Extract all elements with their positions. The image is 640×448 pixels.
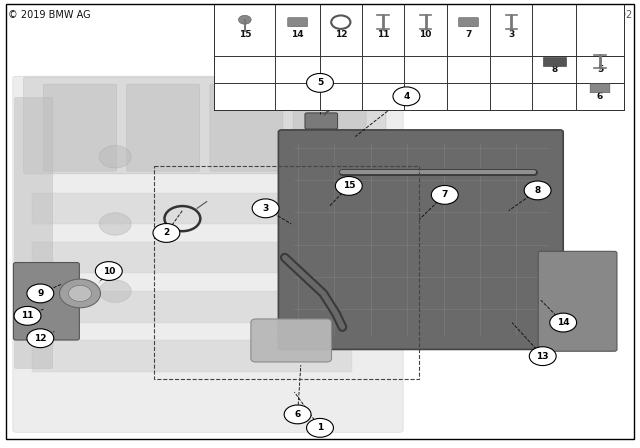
Text: 15: 15	[342, 181, 355, 190]
Circle shape	[27, 284, 54, 303]
Text: 7: 7	[465, 30, 472, 39]
FancyBboxPatch shape	[44, 84, 116, 171]
Text: 14: 14	[557, 318, 570, 327]
Text: 6: 6	[294, 410, 301, 419]
Text: 5: 5	[597, 65, 603, 74]
Text: 3: 3	[508, 30, 515, 39]
Text: 8: 8	[551, 65, 557, 74]
Circle shape	[335, 177, 362, 195]
Circle shape	[14, 306, 41, 325]
Text: 7: 7	[442, 190, 448, 199]
Text: 3: 3	[262, 204, 269, 213]
Circle shape	[60, 279, 100, 308]
FancyBboxPatch shape	[210, 84, 283, 171]
Circle shape	[252, 199, 279, 218]
Text: 6: 6	[597, 92, 603, 101]
Text: 9: 9	[37, 289, 44, 298]
FancyBboxPatch shape	[293, 84, 366, 171]
FancyBboxPatch shape	[24, 77, 386, 174]
Circle shape	[153, 224, 180, 242]
FancyBboxPatch shape	[538, 251, 617, 351]
Text: © 2019 BMW AG: © 2019 BMW AG	[8, 10, 90, 20]
Text: 455592: 455592	[595, 10, 632, 20]
Text: 10: 10	[419, 30, 432, 39]
Text: 1: 1	[317, 423, 323, 432]
FancyBboxPatch shape	[278, 130, 563, 349]
Text: 12: 12	[335, 30, 347, 39]
Bar	[543, 56, 566, 66]
Text: 13: 13	[536, 352, 549, 361]
Circle shape	[550, 313, 577, 332]
FancyBboxPatch shape	[288, 17, 307, 26]
Text: 11: 11	[21, 311, 34, 320]
FancyBboxPatch shape	[15, 98, 52, 368]
Text: 5: 5	[317, 78, 323, 87]
Bar	[32, 291, 352, 323]
FancyBboxPatch shape	[590, 84, 610, 93]
Circle shape	[68, 285, 92, 302]
Bar	[32, 193, 352, 224]
Text: 14: 14	[291, 30, 304, 39]
Text: 2: 2	[163, 228, 170, 237]
FancyBboxPatch shape	[305, 113, 338, 129]
Text: 8: 8	[534, 186, 541, 195]
Circle shape	[99, 213, 131, 235]
FancyBboxPatch shape	[459, 17, 478, 26]
Circle shape	[431, 185, 458, 204]
FancyBboxPatch shape	[13, 76, 403, 432]
Circle shape	[239, 15, 251, 24]
Text: 15: 15	[239, 30, 251, 39]
FancyBboxPatch shape	[251, 319, 332, 362]
Circle shape	[524, 181, 551, 200]
FancyBboxPatch shape	[127, 84, 200, 171]
Circle shape	[307, 73, 333, 92]
Bar	[214, 4, 624, 110]
FancyBboxPatch shape	[13, 263, 79, 340]
Circle shape	[95, 262, 122, 280]
Circle shape	[307, 418, 333, 437]
Circle shape	[284, 405, 311, 424]
Circle shape	[99, 146, 131, 168]
Text: 11: 11	[377, 30, 389, 39]
Text: 10: 10	[102, 267, 115, 276]
Bar	[32, 340, 352, 372]
Text: 12: 12	[34, 334, 47, 343]
Circle shape	[99, 280, 131, 302]
Text: 4: 4	[403, 92, 410, 101]
Bar	[32, 242, 352, 273]
Circle shape	[27, 329, 54, 348]
Bar	[154, 166, 419, 379]
Circle shape	[393, 87, 420, 106]
Circle shape	[529, 347, 556, 366]
